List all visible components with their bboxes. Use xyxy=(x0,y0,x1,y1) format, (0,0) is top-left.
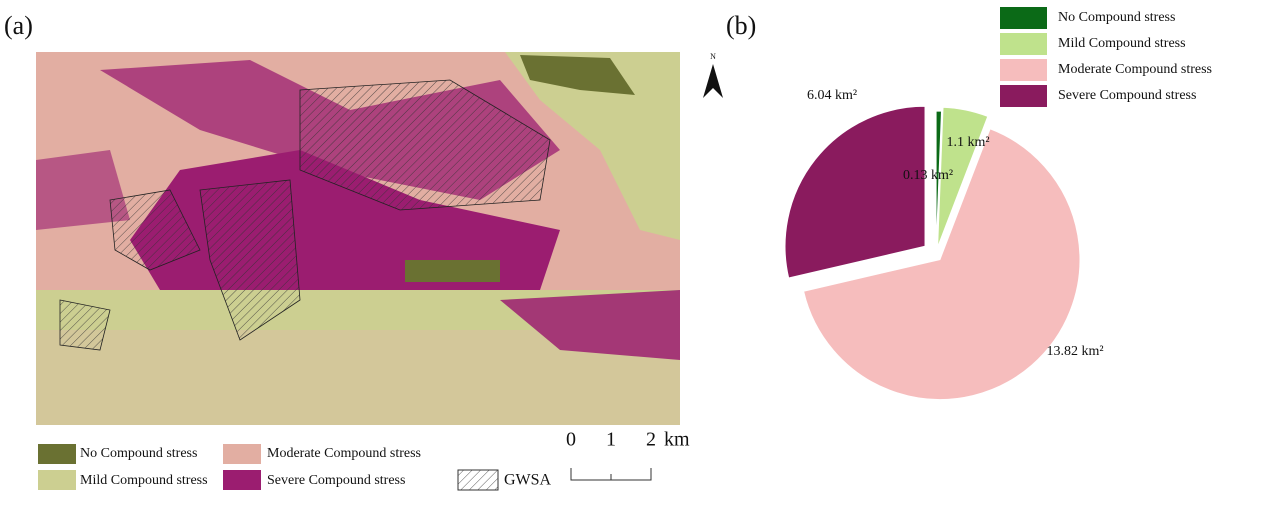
severe-zone xyxy=(36,150,130,230)
legend-swatch xyxy=(457,469,499,491)
map xyxy=(36,52,680,425)
legend-swatch xyxy=(1000,85,1047,107)
legend-label: Mild Compound stress xyxy=(1058,36,1186,51)
pie-slice xyxy=(937,106,989,248)
legend-label: No Compound stress xyxy=(1058,10,1175,25)
severe-zone xyxy=(500,290,680,360)
gwsa-area xyxy=(299,79,551,211)
scale-tick: 0 xyxy=(566,429,576,451)
legend-swatch xyxy=(1000,59,1047,81)
north-label: N xyxy=(710,52,716,61)
mild-zone xyxy=(505,52,680,240)
pie-slice xyxy=(784,105,926,279)
mixed-zone xyxy=(36,330,680,425)
value-label: 0.13 km² xyxy=(903,168,953,183)
no-stress-zone xyxy=(405,260,500,282)
legend-swatch xyxy=(223,470,261,490)
legend-label: Severe Compound stress xyxy=(1058,88,1196,103)
pie-slice xyxy=(802,128,1081,401)
legend-swatch xyxy=(38,444,76,464)
north-arrow xyxy=(703,64,723,98)
value-label: 13.82 km² xyxy=(1046,344,1103,359)
legend-swatch xyxy=(1000,7,1047,29)
legend-label: Severe Compound stress xyxy=(267,473,405,488)
gwsa-area xyxy=(199,179,301,341)
scale-bar: 0 1 2 km xyxy=(566,429,690,481)
legend-label: No Compound stress xyxy=(80,446,197,461)
scale-line xyxy=(570,468,652,481)
panel-label: (a) xyxy=(4,11,33,40)
legend-swatch xyxy=(223,444,261,464)
legend-label: Moderate Compound stress xyxy=(1058,62,1212,77)
no-stress-zone xyxy=(520,55,635,95)
legend-swatch xyxy=(38,470,76,490)
scale-tick: 1 xyxy=(606,429,616,451)
legend-label: GWSA xyxy=(504,472,552,489)
scale-unit: km xyxy=(664,429,690,451)
map-legend: No Compound stress Moderate Compound str… xyxy=(38,444,552,491)
value-label: 6.04 km² xyxy=(807,88,857,103)
value-label: 1.1 km² xyxy=(946,135,989,150)
legend-label: Mild Compound stress xyxy=(80,473,208,488)
panel-label: (b) xyxy=(726,11,756,40)
scale-tick: 2 xyxy=(646,429,656,451)
gwsa-area xyxy=(109,189,201,271)
gwsa-area xyxy=(59,299,111,351)
legend-label: Moderate Compound stress xyxy=(267,446,421,461)
pie-slice xyxy=(935,110,943,252)
legend-swatch xyxy=(1000,33,1047,55)
